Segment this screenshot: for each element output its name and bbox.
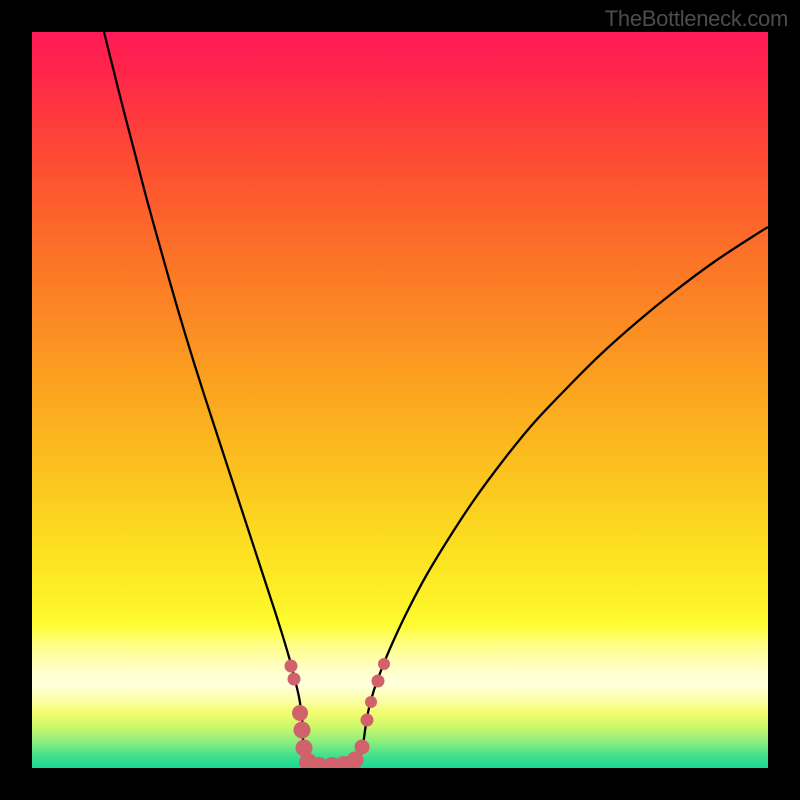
marker-point (355, 740, 370, 755)
marker-point (294, 722, 311, 739)
chart-outer-frame: TheBottleneck.com (0, 0, 800, 800)
marker-point (361, 714, 374, 727)
chart-plot (32, 32, 768, 768)
marker-point (365, 696, 377, 708)
marker-point (378, 658, 390, 670)
marker-point (372, 675, 385, 688)
marker-point (288, 673, 301, 686)
watermark-text: TheBottleneck.com (605, 6, 788, 32)
marker-point (292, 705, 308, 721)
chart-background-gradient (32, 32, 768, 768)
marker-point (285, 660, 298, 673)
